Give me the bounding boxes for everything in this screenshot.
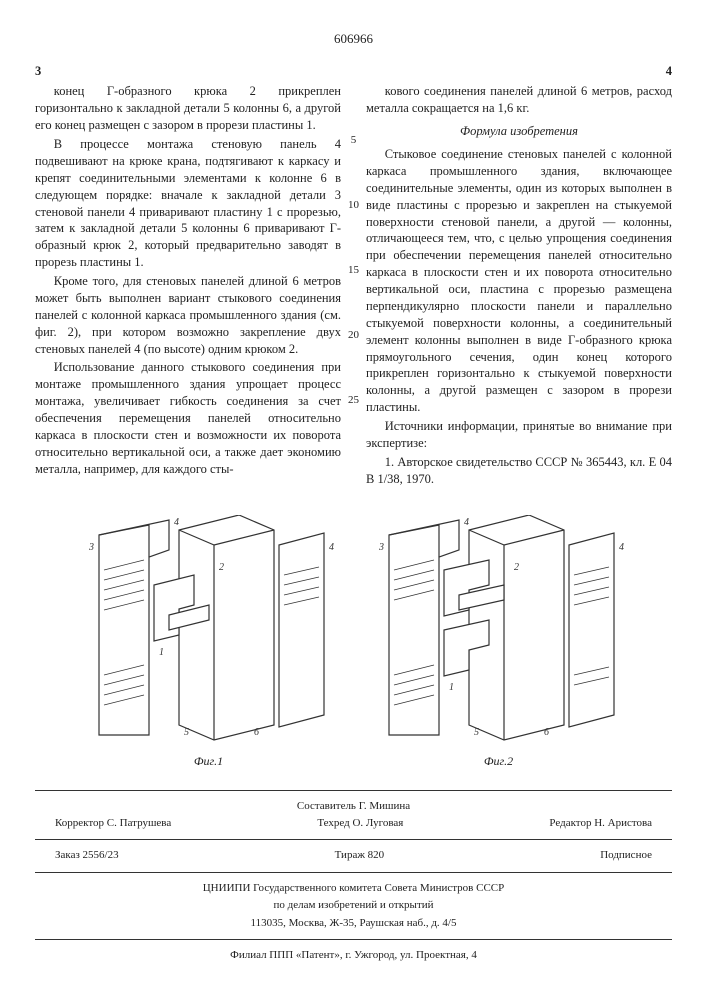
right-column: 4 кового соединения панелей длиной 6 мет… <box>366 63 672 490</box>
para: Источники информации, принятые во вниман… <box>366 418 672 452</box>
footer-addr1: 113035, Москва, Ж-35, Раушская наб., д. … <box>35 916 672 931</box>
svg-text:4: 4 <box>329 542 334 553</box>
svg-text:1: 1 <box>159 647 164 658</box>
figures-row: 3 4 2 1 5 6 4 Фиг.1 <box>35 515 672 770</box>
divider <box>35 939 672 940</box>
fig2-caption: Фиг.2 <box>374 753 624 769</box>
footer-zakaz: Заказ 2556/23 <box>55 848 119 863</box>
line-marker: 5 <box>351 133 357 148</box>
svg-text:6: 6 <box>254 727 259 738</box>
footer-tehred: Техред О. Луговая <box>317 816 403 831</box>
para: 1. Авторское свидетельство СССР № 365443… <box>366 454 672 488</box>
divider <box>35 790 672 791</box>
patent-number: 606966 <box>35 30 672 48</box>
line-marker: 25 <box>348 393 359 408</box>
footer-podpisnoe: Подписное <box>600 848 652 863</box>
svg-text:3: 3 <box>378 542 384 553</box>
svg-text:4: 4 <box>619 542 624 553</box>
footer-org1: ЦНИИПИ Государственного комитета Совета … <box>35 881 672 896</box>
formula-heading: Формула изобретения <box>366 123 672 140</box>
divider <box>35 872 672 873</box>
svg-text:4: 4 <box>464 517 469 528</box>
col-num-left: 3 <box>35 63 341 80</box>
footer: Составитель Г. Мишина Корректор С. Патру… <box>35 799 672 964</box>
divider <box>35 839 672 840</box>
figure-2: 3 4 2 1 5 6 4 Фиг.2 <box>374 515 624 770</box>
col-num-right: 4 <box>366 63 672 80</box>
para: Кроме того, для стеновых панелей длиной … <box>35 273 341 357</box>
fig1-caption: Фиг.1 <box>84 753 334 769</box>
svg-text:6: 6 <box>544 727 549 738</box>
svg-text:5: 5 <box>184 727 189 738</box>
para: В процессе монтажа стеновую панель 4 под… <box>35 136 341 271</box>
footer-korrektor: Корректор С. Патрушева <box>55 816 171 831</box>
footer-tirazh: Тираж 820 <box>335 848 385 863</box>
figure-1: 3 4 2 1 5 6 4 Фиг.1 <box>84 515 334 770</box>
svg-text:5: 5 <box>474 727 479 738</box>
para: конец Г-образного крюка 2 прикреплен гор… <box>35 83 341 134</box>
line-marker: 15 <box>348 263 359 278</box>
svg-text:2: 2 <box>514 562 519 573</box>
footer-addr2: Филиал ППП «Патент», г. Ужгород, ул. Про… <box>35 948 672 963</box>
line-marker: 10 <box>348 198 359 213</box>
svg-text:3: 3 <box>88 542 94 553</box>
footer-redaktor: Редактор Н. Аристова <box>549 816 652 831</box>
svg-text:2: 2 <box>219 562 224 573</box>
footer-sostavitel: Составитель Г. Мишина <box>35 799 672 814</box>
fig2-svg: 3 4 2 1 5 6 4 <box>374 515 624 745</box>
left-column: 3 конец Г-образного крюка 2 прикреплен г… <box>35 63 341 490</box>
para: Стыковое соединение стеновых панелей с к… <box>366 146 672 416</box>
para: кового соединения панелей длиной 6 метро… <box>366 83 672 117</box>
line-marker: 20 <box>348 328 359 343</box>
para: Использование данного стыкового соединен… <box>35 359 341 477</box>
fig1-svg: 3 4 2 1 5 6 4 <box>84 515 334 745</box>
svg-text:4: 4 <box>174 517 179 528</box>
footer-org2: по делам изобретений и открытий <box>35 898 672 913</box>
svg-text:1: 1 <box>449 682 454 693</box>
